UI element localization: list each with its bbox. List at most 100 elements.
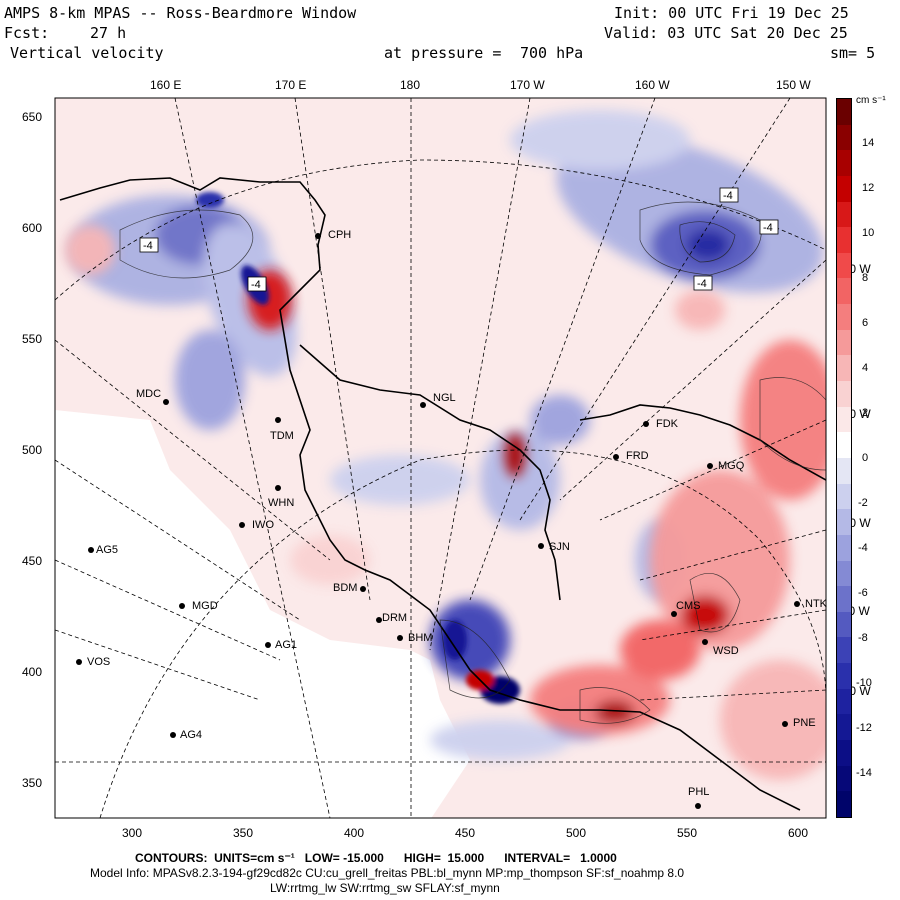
y-tick: 650	[22, 110, 43, 124]
colorbar-swatch	[837, 406, 851, 433]
colorbar-label: 8	[862, 272, 869, 284]
y-tick: 450	[22, 554, 43, 568]
station-label: MGQ	[718, 460, 745, 472]
valid-time: Valid: 03 UTC Sat 20 Dec 25	[604, 24, 848, 42]
colorbar-label: -12	[856, 722, 872, 734]
colorbar-swatch	[837, 150, 851, 176]
colorbar-swatch	[837, 227, 851, 253]
station-label: SJN	[549, 541, 570, 553]
colorbar-swatch	[837, 637, 851, 664]
station-label: AG4	[180, 729, 203, 741]
colorbar-swatch	[837, 483, 851, 510]
colorbar-label: 12	[862, 182, 875, 194]
model-info: Model Info: MPASv8.2.3-194-gf29cd82c CU:…	[90, 866, 685, 880]
colorbar-swatch	[837, 663, 851, 689]
colorbar	[836, 98, 852, 818]
lon-label: 150 W	[776, 78, 811, 92]
x-tick: 300	[122, 826, 143, 840]
colorbar-label: 0	[862, 452, 869, 464]
lon-label: 180	[400, 78, 421, 92]
colorbar-swatch	[837, 765, 851, 792]
contour-label: -4	[723, 190, 733, 202]
y-tick: 600	[22, 221, 43, 235]
x-tick: 550	[677, 826, 698, 840]
y-tick: 500	[22, 443, 43, 457]
colorbar-swatch	[837, 432, 851, 458]
station-label: CPH	[328, 229, 352, 241]
colorbar-swatch	[837, 355, 851, 382]
contour-label: -4	[251, 279, 261, 291]
colorbar-swatch	[837, 457, 851, 484]
colorbar-swatch	[837, 304, 851, 330]
colorbar-label: -8	[858, 632, 868, 644]
colorbar-swatch	[837, 201, 851, 228]
map-title: AMPS 8-km MPAS -- Ross-Beardmore Window	[4, 4, 357, 22]
colorbar-units: cm s⁻¹	[856, 95, 886, 106]
forecast-hour: 27 h	[90, 24, 127, 42]
model-info-line2: LW:rrtmg_lw SW:rrtmg_sw SFLAY:sf_mynn	[270, 881, 500, 895]
station-label: WHN	[268, 497, 295, 509]
colorbar-swatch	[837, 534, 851, 561]
colorbar-label: -6	[858, 587, 868, 599]
contour-info: CONTOURS: UNITS=cm s⁻¹ LOW= -15.000 HIGH…	[135, 851, 617, 865]
station-label: FDK	[656, 418, 678, 430]
field-name: Vertical velocity	[10, 44, 164, 62]
pressure-label: at pressure =	[384, 44, 502, 62]
x-tick: 450	[455, 826, 476, 840]
lon-label: 170 E	[275, 78, 307, 92]
colorbar-swatch	[837, 560, 851, 587]
lon-label: 170 W	[510, 78, 545, 92]
colorbar-swatch	[837, 278, 851, 305]
station-label: MGD	[192, 600, 218, 612]
y-tick: 550	[22, 332, 43, 346]
station-label: DRM	[382, 612, 408, 624]
pressure-value: 700 hPa	[520, 44, 584, 62]
contour-label: -4	[143, 240, 153, 252]
colorbar-label: 10	[862, 227, 875, 239]
x-tick: 500	[566, 826, 587, 840]
colorbar-swatch	[837, 714, 851, 741]
station-label: IWO	[252, 519, 274, 531]
colorbar-swatch	[837, 252, 851, 279]
colorbar-label: -4	[858, 542, 868, 554]
station-label: BDM	[333, 582, 358, 594]
station-label: WSD	[713, 645, 739, 657]
forecast-label: Fcst:	[4, 24, 50, 42]
y-tick: 350	[22, 776, 43, 790]
colorbar-swatch	[837, 509, 851, 535]
lon-label: 160 E	[150, 78, 182, 92]
station-label: AG5	[96, 544, 119, 556]
colorbar-label: -14	[856, 767, 872, 779]
x-tick: 600	[788, 826, 809, 840]
station-label: NGL	[433, 392, 456, 404]
colorbar-swatch	[837, 740, 851, 766]
y-tick: 400	[22, 665, 43, 679]
init-time: Init: 00 UTC Fri 19 Dec 25	[614, 4, 849, 22]
colorbar-label: -10	[856, 677, 872, 689]
station-label: CMS	[676, 600, 701, 612]
colorbar-swatch	[837, 688, 851, 715]
colorbar-label: 4	[862, 362, 869, 374]
contour-label: -4	[763, 222, 773, 234]
smoothing-value: sm= 5	[830, 44, 876, 62]
station-label: PNE	[793, 717, 816, 729]
x-tick: 400	[344, 826, 365, 840]
colorbar-swatch	[837, 381, 851, 407]
colorbar-swatch	[837, 586, 851, 612]
x-tick: 350	[233, 826, 254, 840]
contour-label: -4	[697, 278, 707, 290]
colorbar-swatch	[837, 175, 851, 202]
colorbar-label: 2	[862, 407, 869, 419]
station-label: PHL	[688, 786, 710, 798]
station-label: TDM	[270, 430, 294, 442]
colorbar-swatch	[837, 611, 851, 638]
colorbar-label: -2	[858, 497, 868, 509]
station-label: MDC	[136, 388, 162, 400]
colorbar-label: 14	[862, 137, 875, 149]
station-label: BHM	[408, 632, 433, 644]
colorbar-swatch	[837, 791, 851, 817]
colorbar-swatch	[837, 329, 851, 356]
colorbar-swatch	[837, 99, 851, 125]
station-label: AG1	[275, 639, 298, 651]
